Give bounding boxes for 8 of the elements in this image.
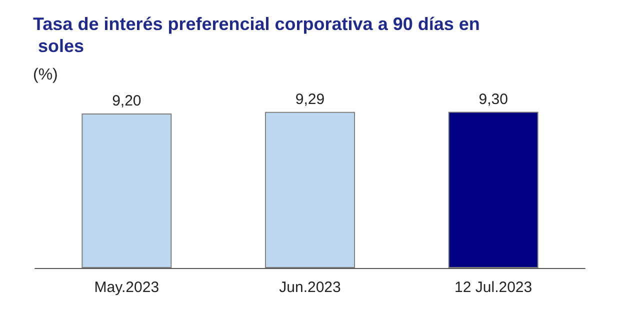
data-label: 9,30 bbox=[478, 90, 508, 108]
y-axis-title: (%) bbox=[33, 66, 58, 84]
x-tick-label: May.2023 bbox=[94, 279, 160, 296]
data-label: 9,29 bbox=[295, 90, 325, 108]
x-tick-label: Jun.2023 bbox=[279, 279, 341, 296]
chart-title: Tasa de interés preferencial corporativa a 90 días en soles bbox=[33, 14, 480, 56]
x-tick-label: 12 Jul.2023 bbox=[454, 279, 532, 296]
data-label: 9,20 bbox=[112, 92, 142, 110]
